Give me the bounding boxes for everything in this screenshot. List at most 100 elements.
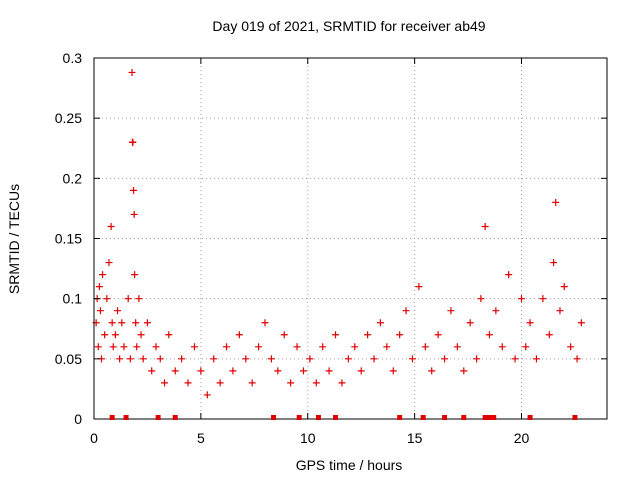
data-point	[441, 355, 449, 363]
y-tick-label: 0.2	[63, 170, 83, 186]
data-point	[434, 331, 442, 339]
data-point	[421, 343, 429, 351]
bottom-marker	[482, 415, 488, 420]
data-point	[203, 391, 211, 399]
data-point	[124, 295, 132, 303]
data-point	[545, 331, 553, 339]
data-point	[105, 259, 113, 267]
data-point	[103, 295, 111, 303]
x-tick-label: 0	[90, 430, 98, 446]
data-point	[552, 198, 560, 206]
data-point	[539, 295, 547, 303]
bottom-marker	[397, 415, 403, 420]
data-point	[118, 319, 126, 327]
bottom-marker	[123, 415, 129, 420]
data-point	[280, 331, 288, 339]
bottom-marker	[527, 415, 533, 420]
data-point	[370, 355, 378, 363]
data-point	[210, 355, 218, 363]
data-series	[92, 68, 585, 399]
y-tick-label: 0.1	[63, 291, 83, 307]
data-point	[408, 355, 416, 363]
bottom-marker	[172, 415, 178, 420]
bottom-marker	[572, 415, 578, 420]
data-point	[344, 355, 352, 363]
data-point	[453, 343, 461, 351]
data-point	[156, 355, 164, 363]
data-point	[235, 331, 243, 339]
data-point	[473, 355, 481, 363]
data-point	[132, 319, 140, 327]
bottom-marker	[109, 415, 115, 420]
data-point	[351, 343, 359, 351]
bottom-marker	[491, 415, 497, 420]
data-point	[178, 355, 186, 363]
y-tick-label: 0.3	[63, 50, 83, 66]
grid-lines	[94, 58, 607, 419]
data-point	[139, 355, 147, 363]
data-point	[415, 283, 423, 291]
data-point	[402, 307, 410, 315]
bottom-markers	[109, 415, 578, 420]
data-point	[216, 379, 224, 387]
data-point	[197, 367, 205, 375]
data-point	[299, 367, 307, 375]
data-point	[389, 367, 397, 375]
data-point	[293, 343, 301, 351]
data-point	[364, 331, 372, 339]
data-point	[511, 355, 519, 363]
data-point	[261, 319, 269, 327]
data-point	[532, 355, 540, 363]
axis-ticks: 0 0.05 0.1 0.15 0.2 0.25 0.3 0 5 10 15 20	[55, 50, 607, 446]
data-point	[477, 295, 485, 303]
data-point	[128, 68, 136, 76]
x-tick-label: 10	[300, 430, 316, 446]
data-point	[129, 138, 137, 146]
data-point	[274, 367, 282, 375]
data-point	[135, 295, 143, 303]
data-point	[460, 367, 468, 375]
data-point	[505, 271, 513, 279]
data-point	[560, 283, 568, 291]
data-point	[107, 222, 115, 230]
data-point	[95, 283, 103, 291]
data-point	[526, 319, 534, 327]
data-point	[556, 307, 564, 315]
data-point	[190, 343, 198, 351]
data-point	[312, 379, 320, 387]
data-point	[94, 343, 102, 351]
data-point	[223, 343, 231, 351]
data-point	[96, 307, 104, 315]
bottom-marker	[486, 415, 492, 420]
data-point	[143, 319, 151, 327]
bottom-marker	[296, 415, 302, 420]
x-tick-label: 15	[407, 430, 423, 446]
bottom-marker	[315, 415, 321, 420]
bottom-marker	[461, 415, 467, 420]
data-point	[184, 379, 192, 387]
data-point	[498, 343, 506, 351]
data-point	[130, 186, 138, 194]
data-point	[109, 343, 117, 351]
y-tick-label: 0	[74, 411, 82, 427]
y-tick-label: 0.15	[55, 231, 82, 247]
y-tick-label: 0.25	[55, 110, 82, 126]
data-point	[338, 379, 346, 387]
data-point	[137, 331, 145, 339]
data-point	[152, 343, 160, 351]
bottom-marker	[271, 415, 277, 420]
data-point	[161, 379, 169, 387]
data-point	[522, 343, 530, 351]
data-point	[101, 331, 109, 339]
data-point	[518, 295, 525, 303]
data-point	[126, 355, 134, 363]
data-point	[116, 355, 124, 363]
data-point	[447, 307, 455, 315]
data-point	[120, 343, 128, 351]
data-point	[99, 271, 107, 279]
data-point	[577, 319, 585, 327]
bottom-marker	[420, 415, 426, 420]
data-point	[114, 307, 122, 315]
chart-title: Day 019 of 2021, SRMTID for receiver ab4…	[212, 18, 485, 34]
